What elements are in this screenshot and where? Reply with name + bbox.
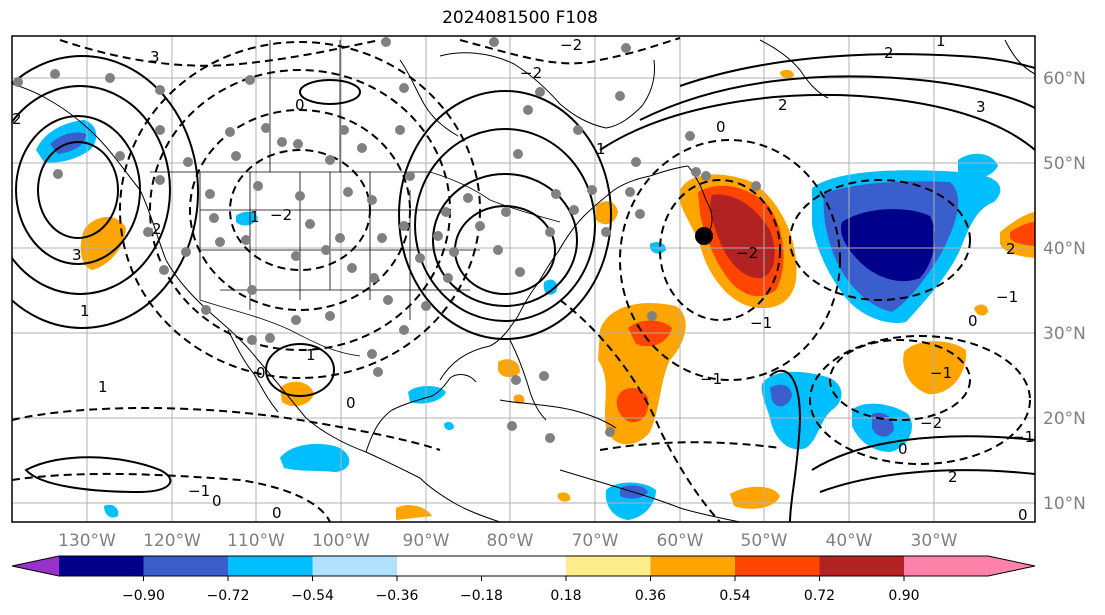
latitude-labels: 60°N 50°N 40°N 30°N 20°N 10°N [1043, 69, 1086, 514]
map-frame [11, 35, 1036, 523]
svg-text:110°W: 110°W [227, 531, 285, 551]
colorbar-extend-low [12, 556, 59, 576]
svg-text:0: 0 [898, 440, 908, 458]
svg-text:130°W: 130°W [58, 531, 116, 551]
svg-text:20°N: 20°N [1043, 409, 1086, 429]
colorbar-tick-label: 0.36 [635, 588, 666, 604]
svg-text:1: 1 [250, 208, 260, 226]
svg-text:2: 2 [152, 220, 162, 238]
svg-text:1: 1 [306, 346, 316, 364]
colorbar-segment [650, 556, 735, 576]
hot-core-newfoundland [710, 194, 775, 279]
deep-cold-core [840, 209, 935, 282]
svg-text:1: 1 [80, 302, 90, 320]
svg-text:30°W: 30°W [911, 531, 958, 551]
colorbar-tick-label: 0.90 [888, 588, 919, 604]
svg-text:−2: −2 [920, 414, 942, 432]
svg-text:0: 0 [295, 96, 305, 114]
svg-text:2: 2 [884, 44, 894, 62]
svg-text:3: 3 [976, 98, 986, 116]
colorbar-tick-label: −0.54 [291, 588, 334, 604]
svg-text:−2: −2 [520, 64, 542, 82]
svg-text:−2: −2 [560, 36, 582, 54]
svg-text:30°N: 30°N [1043, 324, 1086, 344]
colorbar-segment [59, 556, 144, 576]
colorbar-tick-label: 0.72 [804, 588, 835, 604]
svg-text:0: 0 [968, 312, 978, 330]
svg-text:3: 3 [72, 246, 82, 264]
highlight-marker [695, 227, 713, 245]
warm-core-central-atlantic [616, 387, 649, 423]
svg-text:90°W: 90°W [403, 531, 450, 551]
svg-text:0: 0 [212, 492, 222, 510]
colorbar-tick-label: −0.90 [122, 588, 165, 604]
contours-positive [12, 53, 1035, 522]
svg-text:60°W: 60°W [657, 531, 704, 551]
colorbar-segment [228, 556, 313, 576]
svg-text:−1: −1 [996, 288, 1018, 306]
warm-anomaly-pacific [80, 216, 126, 270]
colorbar-tick-label: −0.18 [460, 588, 503, 604]
svg-text:3: 3 [150, 48, 160, 66]
svg-text:0: 0 [256, 364, 266, 382]
svg-text:70°W: 70°W [572, 531, 619, 551]
map-title: 2024081500 F108 [442, 8, 598, 28]
colorbar-extend-high [988, 556, 1035, 576]
svg-text:100°W: 100°W [312, 531, 370, 551]
svg-text:10°N: 10°N [1043, 494, 1086, 514]
svg-text:2: 2 [1006, 240, 1016, 258]
colorbar-segment [819, 556, 904, 576]
svg-text:−1: −1 [1012, 428, 1034, 446]
svg-text:40°W: 40°W [826, 531, 873, 551]
colorbar: −0.90 −0.72 −0.54 −0.36 −0.18 0.18 0.36 … [11, 555, 1036, 604]
svg-text:2: 2 [12, 110, 22, 128]
svg-text:40°N: 40°N [1043, 239, 1086, 259]
longitude-labels: 130°W 120°W 110°W 100°W 90°W 80°W 70°W 6… [58, 531, 958, 551]
contour-labels: 0 3 3 1 −1 0 1 2 3 2 1 −1 −1 −2 −1 2 0 −… [12, 32, 1034, 524]
colorbar-tick-label: 0.54 [719, 588, 750, 604]
svg-text:1: 1 [596, 140, 606, 158]
colorbar-segment [397, 556, 566, 576]
svg-text:50°N: 50°N [1043, 154, 1086, 174]
colorbar-segment [312, 556, 397, 576]
svg-text:−1: −1 [700, 370, 722, 388]
svg-text:−1: −1 [750, 314, 772, 332]
svg-text:−2: −2 [270, 206, 292, 224]
svg-text:50°W: 50°W [741, 531, 788, 551]
svg-text:0: 0 [272, 504, 282, 522]
colorbar-segment [735, 556, 820, 576]
colorbar-segment [904, 556, 988, 576]
colorbar-segment [566, 556, 651, 576]
contours-negative [12, 37, 1031, 522]
svg-text:60°N: 60°N [1043, 69, 1086, 89]
svg-text:0: 0 [346, 394, 356, 412]
svg-text:80°W: 80°W [487, 531, 534, 551]
svg-text:0: 0 [716, 118, 726, 136]
svg-text:1: 1 [98, 378, 108, 396]
svg-text:1: 1 [936, 32, 946, 50]
svg-text:2: 2 [778, 96, 788, 114]
colorbar-tick-label: −0.36 [376, 588, 419, 604]
svg-text:0: 0 [1018, 506, 1028, 524]
svg-text:−1: −1 [930, 364, 952, 382]
anomaly-shading [36, 69, 1035, 520]
colorbar-segment [143, 556, 228, 576]
svg-text:−1: −1 [188, 482, 210, 500]
colorbar-tick-label: 0.18 [550, 588, 581, 604]
svg-text:2: 2 [948, 468, 958, 486]
svg-text:120°W: 120°W [143, 531, 201, 551]
station-markers [13, 37, 761, 443]
svg-text:−2: −2 [736, 244, 758, 262]
colorbar-tick-label: −0.72 [207, 588, 250, 604]
